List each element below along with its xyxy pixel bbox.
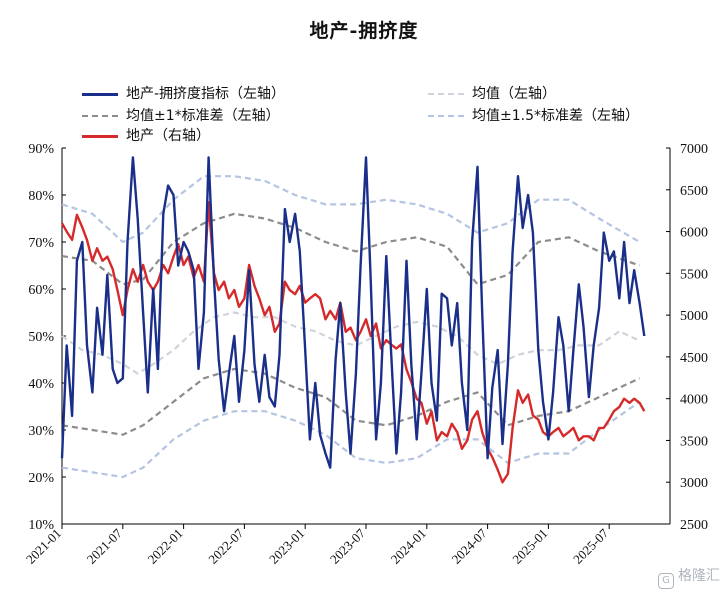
mean-line xyxy=(61,311,641,375)
legend-label-index: 地产（右轴） xyxy=(126,128,210,144)
legend-swatch-crowd xyxy=(82,92,118,96)
y-right-tick-label: 3500 xyxy=(680,434,708,449)
legend-swatch-mean xyxy=(428,93,464,95)
y-right-tick-label: 4000 xyxy=(680,393,708,408)
x-tick-label: 2022-07 xyxy=(205,525,247,567)
legend-swatch-band15 xyxy=(428,115,464,117)
legend-item-band15: 均值±1.5*标准差（左轴） xyxy=(428,105,639,125)
y-right-tick-label: 6000 xyxy=(680,226,708,241)
legend-item-mean: 均值（左轴） xyxy=(428,83,556,103)
band-lower-1std-line xyxy=(61,367,641,436)
y-right-tick-label: 2500 xyxy=(680,518,708,533)
x-tick-label: 2023-01 xyxy=(266,526,307,567)
y-left-tick-label: 60% xyxy=(28,283,54,298)
legend-swatch-index xyxy=(82,134,118,138)
x-tick-label: 2025-01 xyxy=(509,526,550,567)
y-left-tick-label: 70% xyxy=(28,236,54,251)
legend-label-crowd: 地产-拥挤度指标（左轴） xyxy=(126,86,286,102)
band-upper-1std-line xyxy=(61,212,640,286)
y-right-tick-label: 6500 xyxy=(680,184,708,199)
y-right-tick-label: 5500 xyxy=(680,267,708,282)
legend-label-band15: 均值±1.5*标准差（左轴） xyxy=(472,108,639,124)
y-left-tick-label: 40% xyxy=(28,377,54,392)
band-upper-15std-line xyxy=(61,175,641,244)
y-right-tick-label: 3000 xyxy=(680,476,708,491)
watermark-text: 格隆汇 xyxy=(678,568,720,584)
x-tick-label: 2025-07 xyxy=(570,525,612,567)
y-left-tick-label: 90% xyxy=(28,142,54,157)
band-lower-15std-line xyxy=(61,400,641,479)
y-left-tick-label: 80% xyxy=(28,189,54,204)
legend-item-crowd: 地产-拥挤度指标（左轴） xyxy=(82,83,285,103)
x-tick-label: 2024-01 xyxy=(388,526,429,567)
watermark: G 格隆汇 xyxy=(658,565,720,589)
y-left-tick-label: 50% xyxy=(28,330,54,345)
y-left-tick-label: 20% xyxy=(28,471,54,486)
watermark-logo-icon: G xyxy=(658,573,674,589)
y-left-tick-label: 10% xyxy=(28,518,54,533)
legend-label-mean: 均值（左轴） xyxy=(472,86,556,102)
x-tick-label: 2021-07 xyxy=(84,525,126,567)
chart-title: 地产-拥挤度 xyxy=(309,20,419,42)
x-tick-label: 2023-07 xyxy=(327,525,369,567)
x-tick-label: 2022-01 xyxy=(144,526,185,567)
y-right-tick-label: 5000 xyxy=(680,309,708,324)
crowd-line xyxy=(60,156,646,469)
legend-item-index: 地产（右轴） xyxy=(82,125,210,145)
y-left-tick-label: 30% xyxy=(28,424,54,439)
legend-swatch-band1 xyxy=(82,115,118,117)
y-right-tick-label: 4500 xyxy=(680,351,708,366)
legend-item-band1: 均值±1*标准差（左轴） xyxy=(82,105,280,125)
x-tick-label: 2024-07 xyxy=(448,525,490,567)
legend-label-band1: 均值±1*标准差（左轴） xyxy=(126,108,280,124)
y-right-tick-label: 7000 xyxy=(680,142,708,157)
